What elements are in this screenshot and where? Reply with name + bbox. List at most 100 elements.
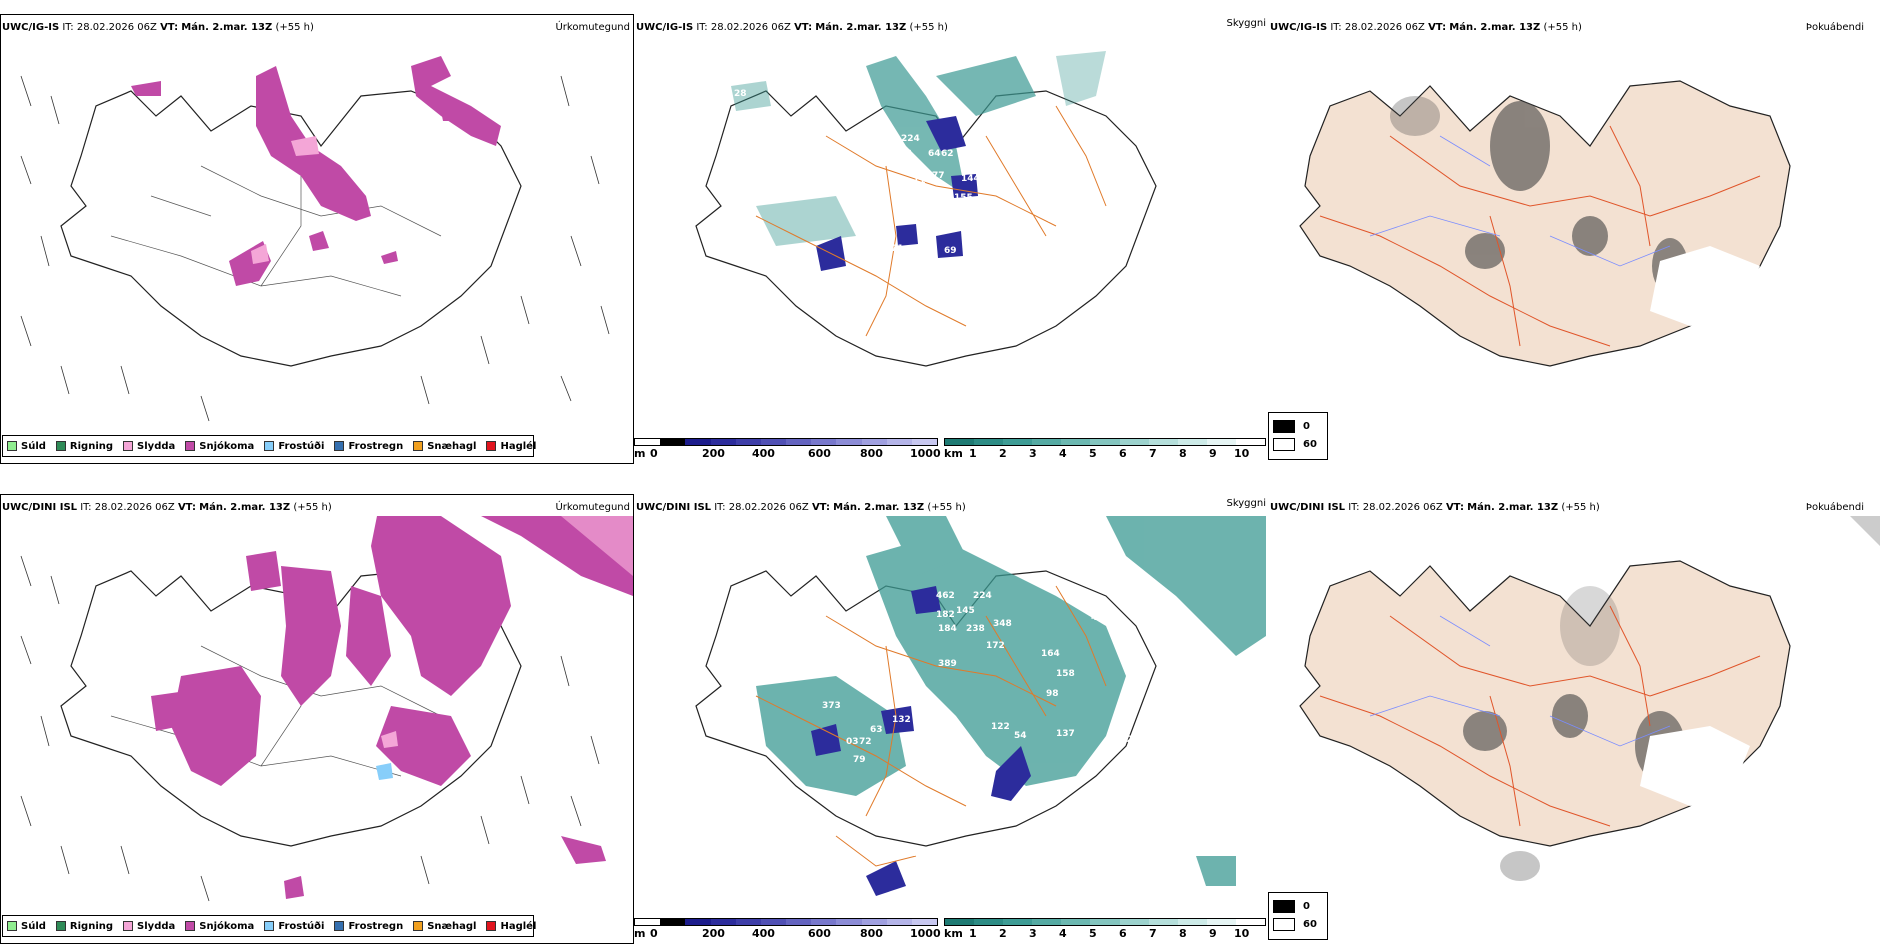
legend-swatch [264, 441, 275, 451]
map-label: 87 [911, 849, 924, 859]
visibility-ticks-1: km 1 2 3 4 5 6 7 8 9 10 [944, 447, 1274, 461]
vt-label: VT: [1428, 22, 1447, 33]
cbar-seg [685, 919, 711, 925]
cbar-seg [1003, 919, 1033, 925]
cbar-seg [1177, 919, 1207, 925]
legend-label: Snjókoma [199, 440, 255, 452]
it-value: 28.02.2026 06Z [728, 502, 809, 513]
map-label: 155 [954, 193, 973, 203]
it-label: IT: [1348, 502, 1360, 513]
vt-label: VT: [811, 502, 830, 513]
cbar-tick: 600 [808, 447, 831, 460]
legend-swatch [123, 921, 134, 931]
legend-label: Haglél [500, 920, 537, 932]
cbar-tick: 200 [702, 447, 725, 460]
cbar-seg [1061, 919, 1091, 925]
map-label: 182 [936, 610, 955, 620]
precip-title-2: Úrkomutegund [555, 502, 630, 513]
legend-swatch [264, 921, 275, 931]
cbar-seg [1148, 919, 1178, 925]
fog-legend-row: 0 [1269, 897, 1327, 915]
cloud-base-labels: 28 224 188 64 62 120 144 114 77 218 155 … [734, 89, 1069, 396]
it-value: 28.02.2026 06Z [1362, 502, 1443, 513]
fog-title-1: Þokuábendi [1805, 22, 1864, 33]
legend-item: Súld [7, 921, 46, 932]
map-label: 224 [973, 591, 992, 601]
cbar-tick: 8 [1179, 447, 1187, 460]
cbar-seg [735, 919, 761, 925]
cloud-map-2: 462 224 182 145 184 238 348 330 437 97 1… [695, 516, 1266, 896]
cbar-seg [660, 439, 686, 445]
legend-item: Frostúði [264, 441, 324, 452]
legend-swatch [334, 441, 345, 451]
fog-legend-2: 0 60 [1268, 892, 1328, 940]
vt-label: VT: [1445, 502, 1464, 513]
visibility-colorbar-1 [944, 438, 1266, 446]
precip-title-1: Úrkomutegund [555, 22, 630, 33]
legend-label: Slydda [137, 920, 176, 932]
cloud-title-2: Skyggni [1226, 498, 1266, 509]
iceland-outline [60, 90, 522, 367]
lead-time: (+55 h) [275, 22, 314, 33]
cbar-tick: 200 [702, 927, 725, 940]
cbar-seg [710, 919, 736, 925]
fog-legend-label: 0 [1303, 900, 1310, 912]
it-label: IT: [714, 502, 726, 513]
row-2: UWC/DINI ISL IT: 28.02.2026 06Z VT: Mán.… [0, 480, 1900, 950]
precip-legend-1: Súld Rigning Slydda Snjókoma Frostúði Fr… [2, 435, 536, 457]
legend-swatch [7, 921, 17, 931]
precip-map-1 [20, 56, 610, 422]
fog-legend-row: 60 [1269, 435, 1327, 453]
map-label: 144 [961, 174, 980, 184]
cbar-tick: 800 [860, 447, 883, 460]
cbar-seg [1148, 439, 1178, 445]
map-label: 462 [936, 591, 955, 601]
map-label: 03 [846, 737, 859, 747]
legend-swatch [486, 921, 497, 931]
cbar-seg [685, 439, 711, 445]
map-label: 147 [926, 736, 945, 746]
cbar-tick: 4 [1059, 447, 1067, 460]
fog-legend-row: 0 [1269, 417, 1327, 435]
cbar-seg [1090, 439, 1120, 445]
model-name: UWC/DINI ISL [1270, 502, 1346, 513]
legend-label: Snjókoma [199, 920, 255, 932]
cbar-seg [635, 439, 661, 445]
fog-map-1 [1299, 80, 1791, 367]
cbar-seg [1032, 919, 1062, 925]
cbar-seg [974, 439, 1004, 445]
map-label: 164 [1041, 649, 1060, 659]
map-label: 13 [1056, 261, 1069, 271]
legend-swatch [55, 921, 66, 931]
model-name: UWC/IG-IS [636, 22, 694, 33]
model-name: UWC/DINI ISL [636, 502, 712, 513]
fog-swatch [1273, 437, 1295, 451]
lead-time: (+55 h) [927, 502, 966, 513]
cbar-seg [1177, 439, 1207, 445]
cbar-seg [811, 439, 837, 445]
map-label: 373 [822, 701, 841, 711]
legend-swatch [486, 441, 497, 451]
cbar-seg [1235, 919, 1266, 925]
map-label: 97 [1141, 614, 1154, 624]
map-label: 330 [1086, 597, 1105, 607]
legend-label: Slydda [137, 440, 176, 452]
fog-legend-label: 60 [1303, 918, 1317, 930]
legend-item: Snjókoma [185, 921, 254, 932]
lead-time: (+55 h) [1543, 22, 1582, 33]
model-name: UWC/DINI ISL [2, 502, 78, 513]
vt-label: VT: [794, 22, 813, 33]
cbar-unit: km [944, 447, 963, 460]
cbar-seg [1032, 439, 1062, 445]
map-label: 14 [928, 383, 941, 393]
cbar-unit: m [634, 447, 646, 460]
visibility-colorbar-2 [944, 918, 1266, 926]
cbar-tick: 6 [1119, 447, 1127, 460]
map-label: 28 [734, 89, 747, 99]
cbar-tick: 7 [1149, 447, 1157, 460]
cbar-seg [660, 919, 686, 925]
legend-swatch [185, 441, 196, 451]
cbar-tick: 0 [650, 447, 658, 460]
map-label: 34 [859, 273, 872, 283]
legend-swatch [334, 921, 345, 931]
